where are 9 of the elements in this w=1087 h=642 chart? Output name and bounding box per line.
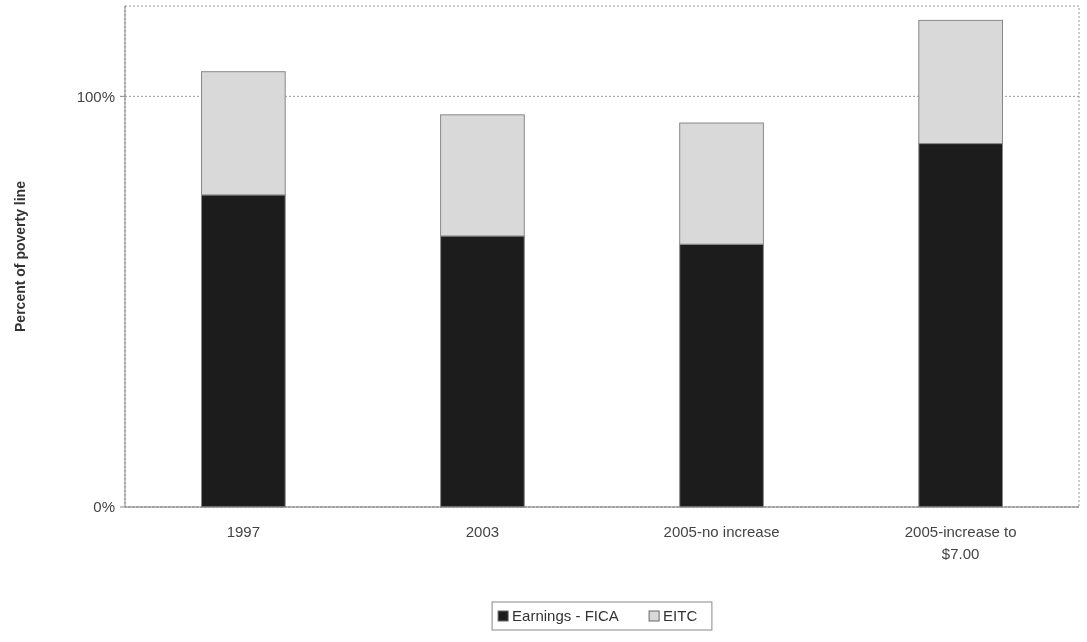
y-tick-label: 100% (76, 87, 115, 105)
legend-label: EITC (663, 607, 698, 624)
legend-label: Earnings - FICA (512, 607, 619, 624)
x-tick-label: 2005-no increase (663, 523, 780, 540)
x-tick-label: 1997 (226, 523, 261, 540)
y-tick-label: 0% (93, 498, 115, 516)
x-tick-label: 2003 (465, 523, 500, 540)
x-tick-label: 2005-increase to $7.00 (904, 523, 1017, 562)
y-axis-title: Percent of poverty line (12, 180, 28, 332)
